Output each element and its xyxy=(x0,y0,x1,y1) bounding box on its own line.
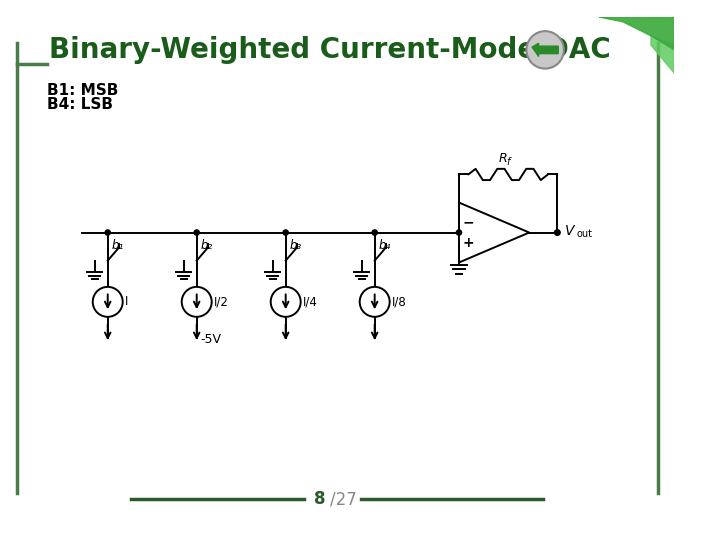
Text: B1: MSB: B1: MSB xyxy=(47,83,118,98)
Polygon shape xyxy=(600,17,675,50)
Text: I/4: I/4 xyxy=(302,295,318,308)
Circle shape xyxy=(194,230,199,235)
Text: out: out xyxy=(576,230,592,239)
Circle shape xyxy=(360,287,390,317)
Circle shape xyxy=(283,230,288,235)
Text: I/2: I/2 xyxy=(214,295,228,308)
Circle shape xyxy=(181,287,212,317)
Polygon shape xyxy=(459,202,529,262)
Text: I: I xyxy=(125,295,128,308)
Text: /27: /27 xyxy=(330,490,356,509)
Text: b₂: b₂ xyxy=(200,239,212,252)
Text: I/8: I/8 xyxy=(392,295,406,308)
Circle shape xyxy=(526,31,564,69)
Circle shape xyxy=(456,230,462,235)
Polygon shape xyxy=(532,43,558,57)
Text: B4: LSB: B4: LSB xyxy=(47,97,113,112)
Text: f: f xyxy=(506,157,510,167)
Circle shape xyxy=(93,287,122,317)
Text: +: + xyxy=(462,235,474,249)
Text: b₃: b₃ xyxy=(289,239,302,252)
Text: 8: 8 xyxy=(315,490,326,509)
Text: b₄: b₄ xyxy=(379,239,391,252)
Polygon shape xyxy=(651,36,675,73)
Text: Binary-Weighted Current-Mode DAC: Binary-Weighted Current-Mode DAC xyxy=(49,36,611,64)
Text: V: V xyxy=(564,224,575,238)
Circle shape xyxy=(271,287,301,317)
Text: R: R xyxy=(499,152,508,165)
Text: -5V: -5V xyxy=(200,333,221,346)
Text: b₁: b₁ xyxy=(112,239,124,252)
Circle shape xyxy=(105,230,110,235)
Text: −: − xyxy=(462,215,474,230)
Circle shape xyxy=(372,230,377,235)
Circle shape xyxy=(554,230,560,235)
